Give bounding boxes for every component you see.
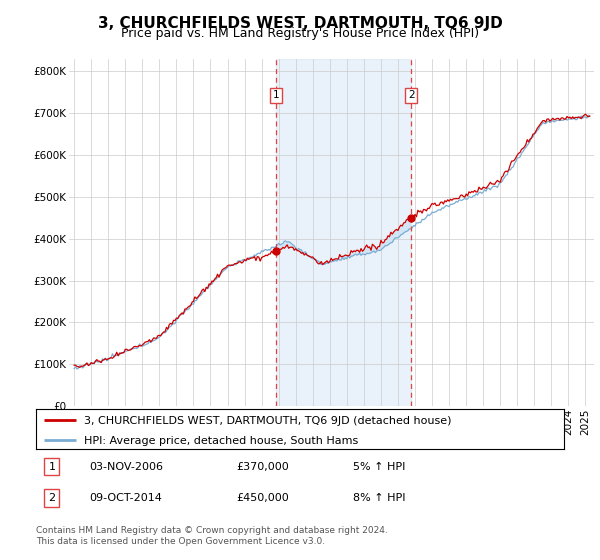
Text: Price paid vs. HM Land Registry's House Price Index (HPI): Price paid vs. HM Land Registry's House … [121,27,479,40]
Text: 03-NOV-2006: 03-NOV-2006 [89,461,163,472]
Text: £370,000: £370,000 [236,461,289,472]
Bar [276,59,411,406]
Text: 2: 2 [408,90,415,100]
Text: 8% ↑ HPI: 8% ↑ HPI [353,493,406,503]
Text: 3, CHURCHFIELDS WEST, DARTMOUTH, TQ6 9JD (detached house): 3, CHURCHFIELDS WEST, DARTMOUTH, TQ6 9JD… [83,416,451,426]
Text: £450,000: £450,000 [236,493,289,503]
Text: 2: 2 [48,493,55,503]
Text: 3, CHURCHFIELDS WEST, DARTMOUTH, TQ6 9JD: 3, CHURCHFIELDS WEST, DARTMOUTH, TQ6 9JD [98,16,502,31]
Text: HPI: Average price, detached house, South Hams: HPI: Average price, detached house, Sout… [83,436,358,446]
Text: 09-OCT-2014: 09-OCT-2014 [89,493,161,503]
Text: 5% ↑ HPI: 5% ↑ HPI [353,461,405,472]
Text: 1: 1 [272,90,279,100]
Text: 1: 1 [49,461,55,472]
Text: Contains HM Land Registry data © Crown copyright and database right 2024.
This d: Contains HM Land Registry data © Crown c… [36,526,388,546]
